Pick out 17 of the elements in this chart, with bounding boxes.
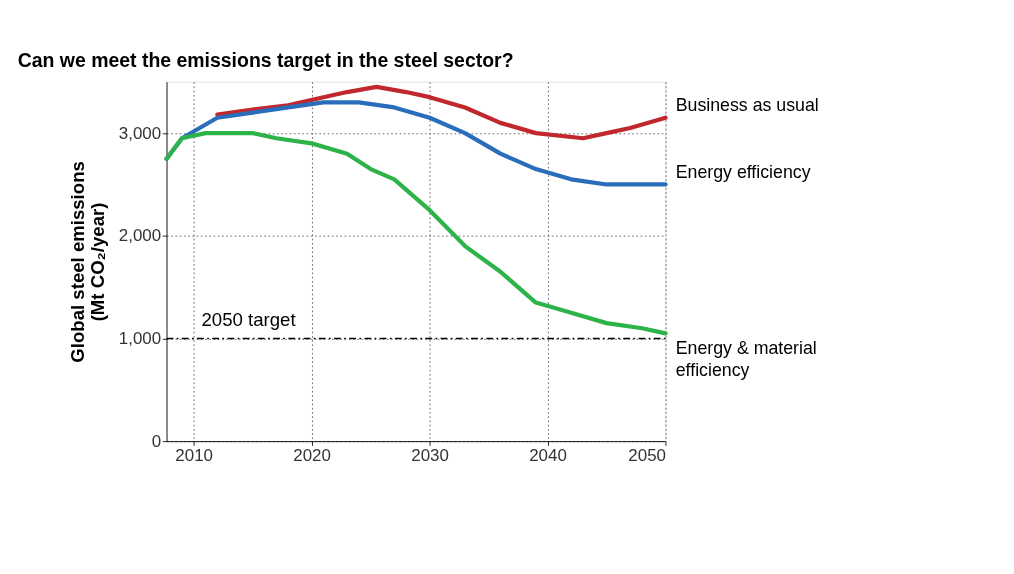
y-tick-label: 3,000 bbox=[118, 123, 162, 143]
y-tick-label: 0 bbox=[151, 431, 162, 451]
y-tick-label: 1,000 bbox=[118, 329, 162, 349]
chart-title: Can we meet the emissions target in the steel sector? bbox=[17, 49, 514, 72]
x-tick-label: 2030 bbox=[411, 446, 449, 466]
ref-line-label: 2050 target bbox=[201, 308, 297, 330]
line-series bbox=[215, 84, 668, 141]
series-label: Energy & material efficiency bbox=[675, 337, 817, 380]
series-label: Energy efficiency bbox=[675, 161, 811, 182]
y-tick-label: 2,000 bbox=[118, 226, 162, 246]
x-tick-label: 2010 bbox=[175, 446, 213, 466]
y-axis-title: Global steel emissions (Mt CO₂/year) bbox=[67, 161, 109, 363]
x-tick-label: 2040 bbox=[529, 446, 567, 466]
x-tick-label: 2020 bbox=[293, 446, 331, 466]
line-series bbox=[164, 131, 668, 336]
x-tick-label: 2050 bbox=[628, 446, 666, 466]
series-label: Business as usual bbox=[675, 94, 819, 115]
